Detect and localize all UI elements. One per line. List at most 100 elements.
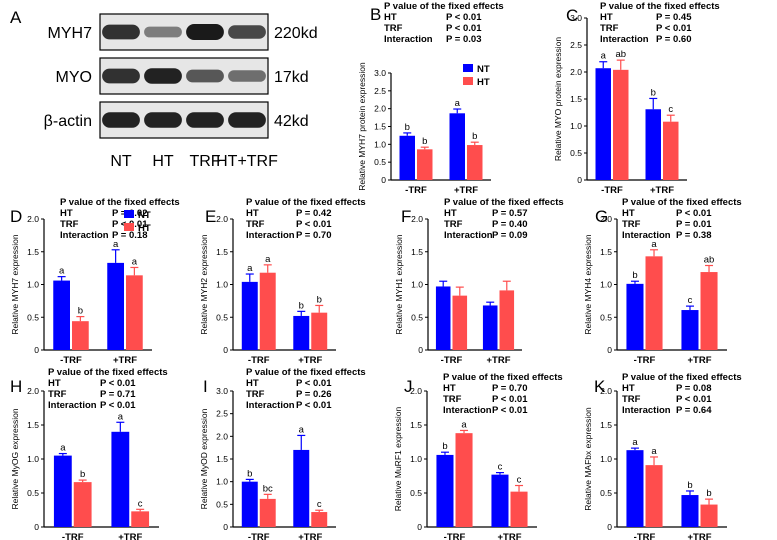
y-axis-label: Relative MYH7 protein expression <box>357 62 367 191</box>
x-tick-label: -TRF <box>60 355 82 366</box>
stats-term: HT <box>622 383 635 394</box>
stats-title: P value of the fixed effects <box>622 372 742 383</box>
stats-term: HT <box>60 208 73 219</box>
y-tick-label: 1.0 <box>27 454 39 464</box>
stats-pvalue: P = 0.57 <box>492 208 527 219</box>
y-tick-label: 0.5 <box>27 488 39 498</box>
y-tick-label: 2.0 <box>600 214 612 224</box>
legend-label-ht: HT <box>477 77 490 88</box>
y-tick-label: 1.0 <box>374 139 386 149</box>
significance-letter: a <box>247 263 253 274</box>
significance-letter: b <box>422 136 427 147</box>
stats-term: TRF <box>246 389 265 400</box>
significance-letter: a <box>651 239 657 250</box>
significance-letter: b <box>706 488 711 499</box>
blot-lane-label: HT <box>152 153 174 170</box>
y-tick-label: 1.5 <box>27 420 39 430</box>
legend-swatch-nt <box>463 64 473 72</box>
panel-label-h: H <box>10 377 22 396</box>
y-tick-label: 1.0 <box>570 121 582 131</box>
panel-label-d: D <box>10 207 22 226</box>
y-tick-label: 1.0 <box>27 280 39 290</box>
blot-protein-label: β-actin <box>44 113 92 130</box>
significance-letter: c <box>517 475 522 486</box>
blot-lane-label: NT <box>110 153 132 170</box>
significance-letter: b <box>687 480 692 491</box>
panel-label-e: E <box>205 207 216 226</box>
y-tick-label: 2.0 <box>27 214 39 224</box>
stats-term: Interaction <box>384 34 433 45</box>
stats-term: TRF <box>622 394 641 405</box>
bar-nt <box>595 68 611 180</box>
stats-term: HT <box>600 12 613 23</box>
significance-letter: b <box>405 122 410 133</box>
y-tick-label: 1.0 <box>216 280 228 290</box>
panel-label-i: I <box>203 377 208 396</box>
stats-pvalue: P < 0.01 <box>446 12 482 23</box>
blot-band <box>186 24 224 40</box>
bar-nt <box>626 283 644 350</box>
significance-letter: c <box>138 498 143 509</box>
legend-label-ht: HT <box>138 223 151 234</box>
y-tick-label: 0 <box>607 345 612 355</box>
bar-nt <box>491 474 509 527</box>
stats-term: Interaction <box>443 405 492 416</box>
panel-label-b: B <box>370 5 381 24</box>
stats-pvalue: P < 0.01 <box>100 400 136 411</box>
panel-label-f: F <box>401 207 411 226</box>
significance-letter: b <box>651 87 656 98</box>
y-tick-label: 0.5 <box>216 312 228 322</box>
y-axis-label: Relative MyOG expression <box>10 408 20 509</box>
stats-pvalue: P = 0.60 <box>656 34 691 45</box>
y-tick-label: 1.5 <box>600 247 612 257</box>
y-tick-label: 0 <box>381 175 386 185</box>
x-tick-label: -TRF <box>441 355 463 366</box>
y-axis-label: Relative MYH2 expression <box>199 234 209 334</box>
bar-nt <box>241 481 258 527</box>
stats-pvalue: P = 0.42 <box>296 208 331 219</box>
legend-swatch-ht <box>124 223 134 231</box>
y-tick-label: 3.0 <box>570 13 582 23</box>
stats-term: HT <box>48 378 61 389</box>
significance-letter: a <box>455 98 461 109</box>
significance-letter: b <box>299 300 304 311</box>
stats-term: Interaction <box>246 400 295 411</box>
y-tick-label: 1.0 <box>410 454 422 464</box>
bar-ht <box>700 272 718 350</box>
legend-swatch-nt <box>124 210 134 218</box>
bar-ht <box>311 512 328 527</box>
x-tick-label: -TRF <box>601 185 623 196</box>
y-tick-label: 2.5 <box>216 409 228 419</box>
stats-pvalue: P = 0.18 <box>112 230 147 241</box>
significance-letter: b <box>78 306 83 317</box>
bar-ht <box>452 295 468 350</box>
y-tick-label: 1.0 <box>411 280 423 290</box>
stats-pvalue: P < 0.01 <box>446 23 482 34</box>
legend-swatch-ht <box>463 77 473 85</box>
x-tick-label: -TRF <box>634 532 656 540</box>
stats-term: Interaction <box>622 405 671 416</box>
y-axis-label: Relative MYH4 expression <box>583 234 593 334</box>
stats-title: P value of the fixed effects <box>384 1 504 12</box>
stats-term: TRF <box>246 219 265 230</box>
significance-letter: b <box>247 468 252 479</box>
y-axis-label: Relative MYO protein expression <box>553 37 563 162</box>
stats-title: P value of the fixed effects <box>600 1 720 12</box>
significance-letter: a <box>118 411 124 422</box>
stats-pvalue: P < 0.01 <box>676 394 712 405</box>
blot-band <box>102 112 140 128</box>
x-tick-label: +TRF <box>118 532 142 540</box>
blot-size-label: 17kd <box>274 69 309 86</box>
y-tick-label: 0.5 <box>410 488 422 498</box>
bar-ht <box>417 149 433 180</box>
y-tick-label: 1.5 <box>410 420 422 430</box>
significance-letter: a <box>651 446 657 457</box>
significance-letter: ab <box>615 49 626 60</box>
bar-ht <box>510 491 528 527</box>
